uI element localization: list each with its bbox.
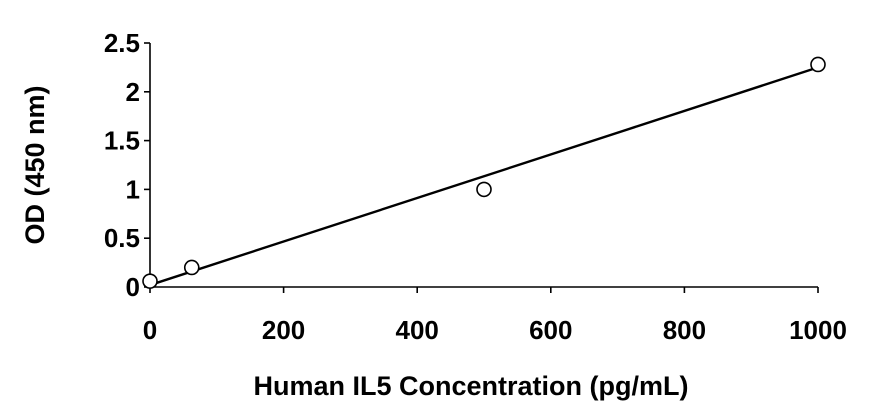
linear-trendline [149, 66, 819, 287]
x-tick-label: 400 [396, 315, 439, 345]
data-points [142, 56, 826, 289]
x-tick-label: 1000 [789, 315, 847, 345]
x-tick-label: 800 [663, 315, 706, 345]
y-tick-label: 2.5 [104, 28, 140, 58]
x-tick-label: 200 [262, 315, 305, 345]
x-ticks: 0 200 400 600 800 1000 [143, 287, 847, 345]
y-axis-title: OD (450 nm) [20, 85, 50, 244]
trendline-group [149, 66, 819, 287]
y-tick-label: 0 [126, 272, 140, 302]
y-tick-label: 2 [126, 77, 140, 107]
y-tick-label: 1 [126, 174, 140, 204]
data-point [810, 56, 826, 73]
x-tick-label: 600 [529, 315, 572, 345]
data-point [142, 273, 158, 289]
x-tick-label: 0 [143, 315, 157, 345]
x-axis-title: Human IL5 Concentration (pg/mL) [254, 371, 689, 401]
y-tick-label: 1.5 [104, 126, 140, 156]
axes [149, 43, 818, 288]
y-tick-label: 0.5 [104, 223, 140, 253]
data-point [183, 259, 200, 276]
y-ticks: 0 0.5 1 1.5 2 2.5 [104, 28, 150, 302]
data-point [476, 181, 492, 198]
